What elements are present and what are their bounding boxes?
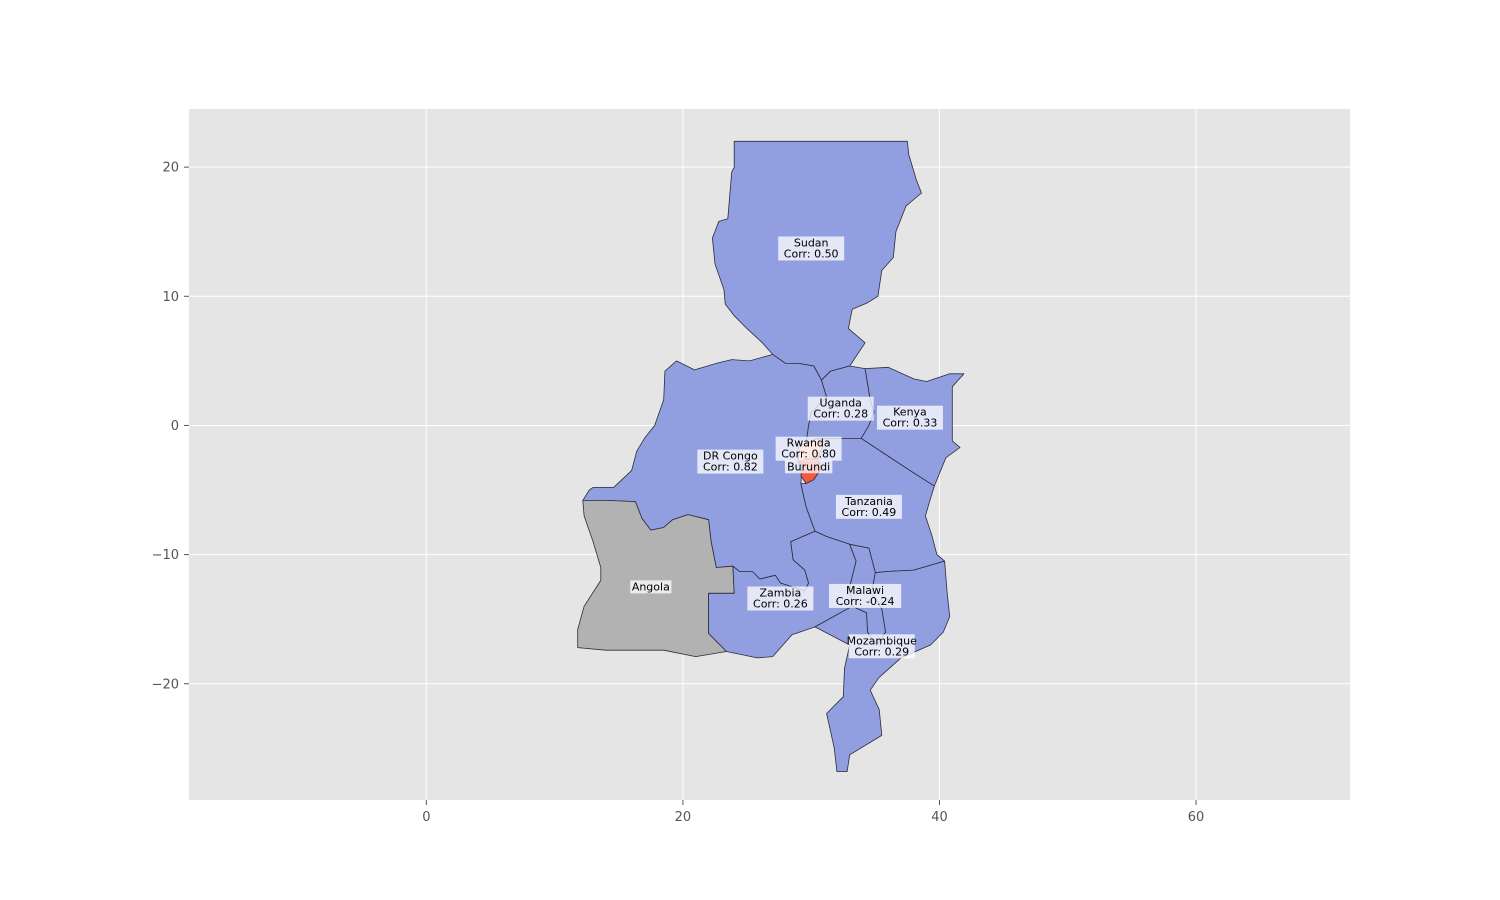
correlation-label: Corr: 0.28 bbox=[813, 408, 868, 421]
x-tick-label: 20 bbox=[675, 810, 692, 825]
y-tick-label: −20 bbox=[152, 677, 179, 692]
country-name-label: Malawi bbox=[846, 584, 884, 597]
country-name-label: Sudan bbox=[794, 236, 829, 249]
x-tick-label: 40 bbox=[931, 810, 948, 825]
label-box bbox=[775, 436, 842, 461]
label-box bbox=[630, 580, 672, 594]
y-tick-label: 20 bbox=[162, 161, 179, 176]
correlation-label: Corr: -0.24 bbox=[836, 595, 895, 608]
label-box bbox=[697, 449, 764, 474]
country-name-label: Zambia bbox=[760, 587, 802, 600]
x-tick-label: 60 bbox=[1188, 810, 1205, 825]
label-box bbox=[835, 494, 902, 519]
x-tick-label: 0 bbox=[422, 810, 430, 825]
country-name-label: Kenya bbox=[893, 406, 927, 419]
label-box bbox=[778, 236, 845, 261]
country-label-angola: Angola bbox=[630, 580, 672, 594]
label-box bbox=[876, 405, 943, 430]
country-name-label: Mozambique bbox=[847, 634, 917, 647]
correlation-label: Corr: 0.33 bbox=[883, 417, 938, 430]
correlation-label: Corr: 0.80 bbox=[781, 448, 836, 461]
correlation-label: Corr: 0.29 bbox=[854, 645, 909, 658]
y-tick-label: 0 bbox=[171, 419, 179, 434]
label-box bbox=[807, 396, 874, 421]
correlation-label: Corr: 0.26 bbox=[753, 598, 808, 611]
y-tick-label: −10 bbox=[152, 548, 179, 563]
y-tick-label: 10 bbox=[162, 290, 179, 305]
correlation-label: Corr: 0.82 bbox=[703, 461, 758, 474]
axis-ticks: 0 20 40 60 20 10 0 −10 −20 bbox=[152, 161, 1205, 825]
country-name-label: Angola bbox=[632, 580, 670, 593]
country-name-label: Rwanda bbox=[787, 437, 831, 450]
country-name-label: Burundi bbox=[787, 460, 830, 473]
label-box bbox=[828, 583, 902, 608]
correlation-label: Corr: 0.50 bbox=[784, 247, 839, 260]
label-box bbox=[747, 586, 814, 611]
country-name-label: Tanzania bbox=[844, 495, 893, 508]
country-name-label: DR Congo bbox=[703, 450, 758, 463]
correlation-label: Corr: 0.49 bbox=[842, 506, 897, 519]
label-box bbox=[848, 634, 915, 659]
country-name-label: Uganda bbox=[819, 397, 861, 410]
country-label-burundi: Burundi bbox=[784, 460, 833, 474]
label-box bbox=[784, 460, 833, 474]
